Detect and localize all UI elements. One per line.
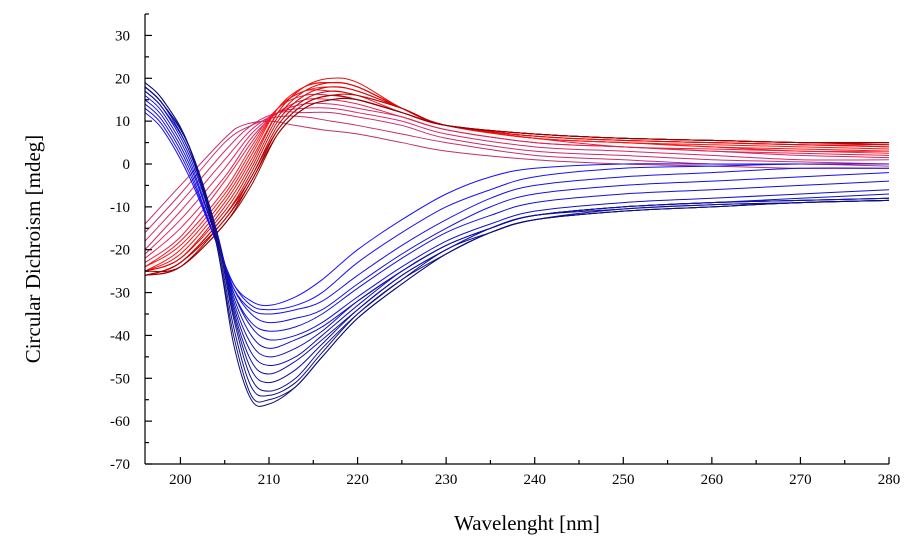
series-line-19 bbox=[144, 97, 890, 273]
y-tick-label: -50 bbox=[110, 371, 130, 387]
series-group bbox=[144, 77, 890, 407]
y-tick-label: 20 bbox=[115, 71, 130, 87]
series-line-6 bbox=[144, 98, 890, 259]
series-line-27 bbox=[144, 86, 890, 358]
x-tick-label: 240 bbox=[523, 472, 546, 488]
y-tick-label: -60 bbox=[110, 414, 130, 430]
series-line-9 bbox=[144, 86, 890, 268]
y-tick-label: -40 bbox=[110, 328, 130, 344]
x-axis-title: Wavelenght [nm] bbox=[454, 511, 600, 535]
x-tick-label: 220 bbox=[346, 472, 369, 488]
x-tick-label: 210 bbox=[258, 472, 281, 488]
y-tick-label: 10 bbox=[115, 114, 130, 130]
y-tick-label: -30 bbox=[110, 286, 130, 302]
series-line-34 bbox=[144, 82, 890, 407]
y-axis-title: Circular Dichroism [mdeg] bbox=[21, 135, 45, 364]
series-line-13 bbox=[144, 81, 890, 272]
y-tick-label: -10 bbox=[110, 200, 130, 216]
series-line-29 bbox=[144, 86, 890, 375]
x-tick-label: 270 bbox=[789, 472, 812, 488]
series-line-33 bbox=[144, 82, 890, 403]
x-tick-label: 280 bbox=[878, 472, 901, 488]
x-tick-label: 260 bbox=[701, 472, 724, 488]
x-tick-label: 250 bbox=[612, 472, 635, 488]
series-line-10 bbox=[144, 82, 890, 272]
y-tick-label: -70 bbox=[110, 457, 130, 473]
x-tick-label: 230 bbox=[435, 472, 458, 488]
series-line-15 bbox=[144, 90, 890, 276]
series-line-3 bbox=[144, 111, 890, 242]
y-tick-label: 0 bbox=[123, 157, 131, 173]
series-line-30 bbox=[144, 86, 890, 384]
x-tick-label: 200 bbox=[169, 472, 192, 488]
y-tick-label: 30 bbox=[115, 28, 130, 44]
series-line-4 bbox=[144, 107, 890, 251]
series-line-31 bbox=[144, 86, 890, 392]
series-line-24 bbox=[144, 95, 890, 332]
series-line-11 bbox=[144, 82, 890, 272]
axes-group: 200 210 220 230 240 250 260 270 280-70-60-50-40-… bbox=[110, 13, 901, 488]
y-tick-label: -20 bbox=[110, 243, 130, 259]
